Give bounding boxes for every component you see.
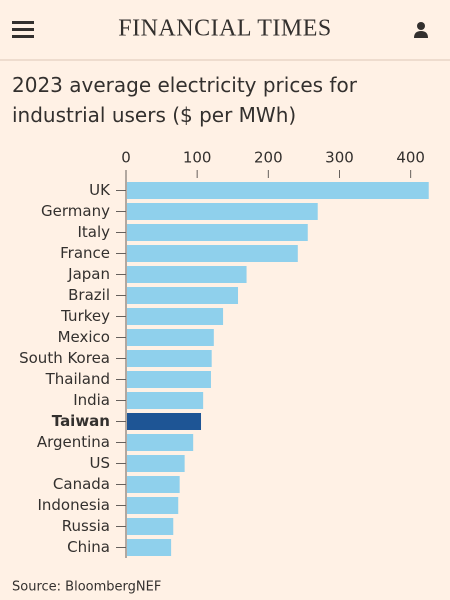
category-label: Germany (41, 202, 110, 220)
bar (127, 245, 298, 262)
bar (127, 203, 318, 220)
bar (127, 287, 239, 304)
category-label: Japan (67, 265, 110, 283)
bar (127, 392, 204, 409)
bar (127, 224, 308, 241)
category-label: Italy (77, 223, 110, 241)
bar (127, 455, 185, 472)
masthead[interactable]: FINANCIAL TIMES (118, 16, 332, 42)
bar (127, 539, 172, 556)
x-tick-label: 400 (396, 149, 425, 167)
x-tick-label: 300 (325, 149, 354, 167)
bar (127, 266, 247, 283)
x-tick-label: 200 (254, 149, 283, 167)
title-box: 2023 average electricity prices for indu… (12, 73, 357, 127)
x-tick-label: 100 (183, 149, 212, 167)
category-label: Brazil (68, 286, 110, 304)
x-tick-label: 0 (121, 149, 131, 167)
category-label: Russia (62, 517, 110, 535)
category-label: Taiwan (52, 412, 110, 430)
bar (127, 371, 211, 388)
bar (127, 413, 202, 430)
menu-line (12, 21, 34, 24)
category-label: India (73, 391, 110, 409)
menu-line (12, 28, 34, 31)
bar (127, 497, 179, 514)
source: Source: BloombergNEF (12, 580, 161, 595)
category-label: Turkey (60, 307, 110, 325)
category-label: Mexico (58, 328, 110, 346)
bar (127, 518, 174, 535)
user-icon[interactable] (414, 22, 428, 38)
category-label: France (60, 244, 110, 262)
category-label: UK (89, 181, 111, 199)
category-label: Canada (53, 475, 110, 493)
category-label: South Korea (19, 349, 110, 367)
user-head (417, 22, 425, 30)
category-label: Argentina (37, 433, 110, 451)
bar (127, 434, 194, 451)
user-body (414, 31, 428, 38)
category-label: Thailand (45, 370, 110, 388)
bar (127, 476, 180, 493)
bar (127, 182, 429, 199)
chart-title: 2023 average electricity prices for indu… (12, 73, 357, 127)
bar (127, 308, 224, 325)
category-label: US (89, 454, 110, 472)
category-label: Indonesia (37, 496, 110, 514)
bar (127, 350, 212, 367)
bar (127, 329, 214, 346)
menu-icon[interactable] (12, 21, 34, 38)
header-bar (0, 0, 450, 60)
menu-line (12, 35, 34, 38)
category-label: China (67, 538, 110, 556)
